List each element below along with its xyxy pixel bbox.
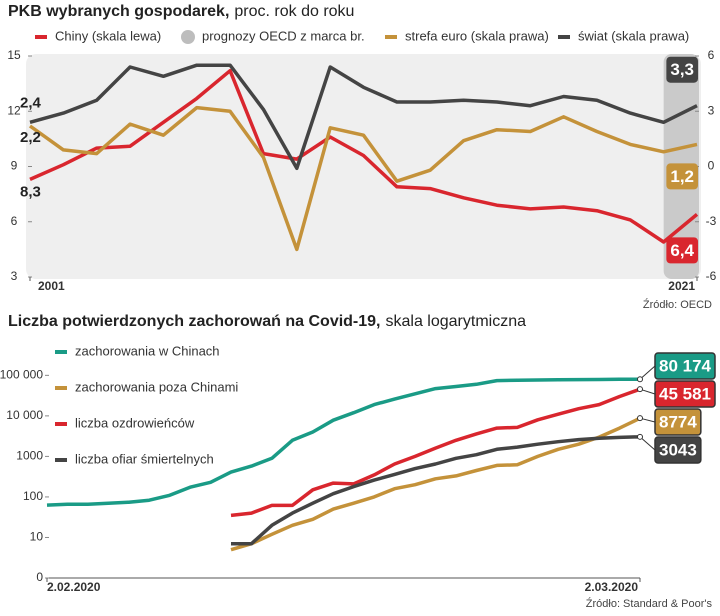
legend-label: strefa euro (skala prawa) — [405, 28, 549, 43]
end-value-label: 3043 — [659, 441, 697, 460]
x-tick-label: 2.03.2020 — [585, 580, 639, 594]
end-leader — [639, 365, 656, 380]
start-value-label: 2,4 — [20, 94, 42, 111]
y-tick-label: 3 — [11, 269, 18, 283]
end-value-box — [654, 408, 702, 436]
legend-label: prognozy OECD z marca br. — [202, 28, 365, 43]
end-value-box — [654, 380, 716, 408]
y-tick-label: 15 — [7, 48, 21, 62]
series-line — [28, 105, 698, 252]
y-tick-label: 100 000 — [0, 368, 43, 382]
series-line — [29, 63, 698, 171]
legend-label: liczba ozdrowieńców — [75, 415, 195, 430]
chart-panel: PKB wybranych gospodarek, proc. rok do ro… — [7, 3, 716, 311]
end-value-box — [666, 163, 698, 190]
legend-label: Chiny (skala lewa) — [55, 28, 161, 43]
chart-subtitle: skala logarytmiczna — [386, 313, 527, 330]
source-note: Źródło: OECD — [643, 298, 712, 311]
end-leader — [639, 436, 656, 451]
chart-subtitle: proc. rok do roku — [234, 3, 354, 20]
end-value-label: 45 581 — [659, 385, 711, 404]
x-tick-label: 2001 — [38, 279, 65, 293]
y2-tick-label: -3 — [706, 214, 717, 228]
end-value-box — [666, 237, 698, 264]
end-value-label: 80 174 — [659, 357, 712, 376]
start-value-label: 2,2 — [20, 129, 41, 146]
end-dot — [637, 386, 643, 393]
x-tick-label: 2.02.2020 — [47, 580, 101, 594]
end-dot — [637, 376, 643, 383]
y-tick-label: 1000 — [16, 449, 43, 463]
source-note: Źródło: Standard & Poor's — [586, 597, 713, 610]
y-tick-label: 9 — [11, 159, 18, 173]
y2-tick-label: -6 — [706, 269, 717, 283]
y2-tick-label: 6 — [708, 48, 715, 62]
y-tick-label: 12 — [7, 103, 21, 117]
y2-tick-label: 3 — [708, 103, 715, 117]
series-line — [46, 377, 641, 507]
legend-label: zachorowania w Chinach — [75, 343, 220, 358]
series-line — [231, 435, 641, 546]
chart-title: PKB wybranych gospodarek, — [8, 3, 229, 20]
legend-swatch — [181, 30, 195, 44]
series-line — [29, 68, 699, 244]
y-tick-label: 100 — [23, 489, 43, 503]
series-line — [230, 387, 641, 518]
end-value-label: 3,3 — [670, 60, 694, 79]
chart-panel: Liczba potwierdzonych zachorowań na Covi… — [0, 313, 716, 610]
end-value-label: 1,2 — [670, 167, 694, 186]
legend-label: liczba ofiar śmiertelnych — [75, 451, 214, 466]
end-value-label: 6,4 — [670, 241, 694, 260]
x-tick-label: 2021 — [668, 279, 695, 293]
series-line — [230, 416, 641, 552]
end-dot — [637, 433, 643, 440]
y-tick-label: 6 — [11, 214, 18, 228]
y2-tick-label: 0 — [708, 159, 715, 173]
end-dot — [637, 415, 643, 422]
start-value-label: 8,3 — [20, 183, 41, 200]
y-tick-label: 10 — [30, 530, 44, 544]
y-tick-label: 0 — [36, 570, 43, 584]
legend-label: świat (skala prawa) — [578, 28, 689, 43]
end-value-box — [654, 436, 702, 464]
end-value-box — [654, 352, 716, 380]
legend-label: zachorowania poza Chinami — [75, 379, 238, 394]
chart-title: Liczba potwierdzonych zachorowań na Covi… — [8, 313, 381, 330]
end-value-box — [666, 56, 698, 83]
y-tick-label: 10 000 — [6, 408, 43, 422]
end-value-label: 8774 — [659, 413, 697, 432]
